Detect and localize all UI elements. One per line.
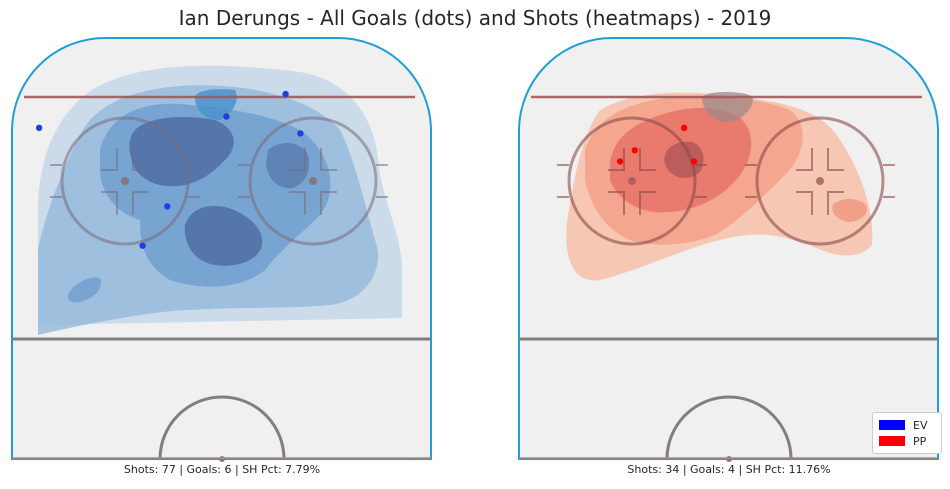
faceoff-dot-right-l bbox=[628, 177, 636, 185]
legend-label-ev: EV bbox=[913, 418, 928, 432]
goal-point-ev-3 bbox=[297, 130, 304, 137]
heatmap-ev-small-blob bbox=[67, 277, 101, 303]
goal-points-ev bbox=[35, 90, 304, 249]
legend-swatch-pp bbox=[879, 436, 905, 446]
goal-point-ev-5 bbox=[139, 242, 146, 249]
goal-point-ev-0 bbox=[35, 124, 43, 131]
heatmap-ev bbox=[38, 65, 402, 335]
goal-point-pp-2 bbox=[680, 124, 688, 131]
faceoff-circle-left-r bbox=[248, 116, 378, 246]
faceoff-dot-left-l bbox=[121, 177, 129, 185]
rink-left bbox=[11, 37, 432, 462]
caption-ev: Shots: 77 | Goals: 6 | SH Pct: 7.79% bbox=[123, 463, 321, 476]
legend-swatch-ev bbox=[879, 420, 905, 430]
center-circle-left bbox=[158, 395, 286, 460]
faceoff-circle-left-l bbox=[60, 116, 190, 246]
chart-title: Ian Derungs - All Goals (dots) and Shots… bbox=[178, 6, 772, 30]
faceoff-dot-left-r bbox=[309, 177, 317, 185]
heatmap-ev-level-4b bbox=[184, 205, 263, 266]
center-dot-left bbox=[219, 456, 225, 462]
legend-item-pp: PP bbox=[879, 434, 926, 448]
legend-item-ev: EV bbox=[879, 418, 927, 432]
goal-point-pp-1 bbox=[616, 158, 624, 165]
hashmarks-left bbox=[50, 148, 388, 215]
goal-point-ev-1 bbox=[282, 90, 289, 98]
goal-points-pp bbox=[616, 124, 698, 165]
legend: EV PP bbox=[872, 412, 942, 454]
faceoff-circle-right-r bbox=[755, 116, 885, 246]
faceoff-circle-right-l bbox=[567, 116, 697, 246]
heatmap-pp-small-blob bbox=[832, 199, 867, 222]
heatmap-ev-level-4c bbox=[266, 143, 310, 189]
faceoff-dot-right-r bbox=[816, 177, 824, 185]
rink-right bbox=[518, 37, 939, 462]
goal-point-pp-3 bbox=[690, 158, 698, 165]
goal-point-ev-4 bbox=[164, 203, 171, 210]
hashmarks-right bbox=[557, 148, 895, 215]
center-dot-right bbox=[726, 456, 732, 462]
center-circle-right bbox=[665, 395, 793, 460]
goal-point-pp-0 bbox=[631, 147, 638, 154]
goal-point-ev-2 bbox=[223, 113, 230, 120]
legend-label-pp: PP bbox=[913, 434, 927, 448]
heatmap-pp-top-blob bbox=[702, 92, 753, 122]
caption-pp: Shots: 34 | Goals: 4 | SH Pct: 11.76% bbox=[627, 463, 831, 476]
